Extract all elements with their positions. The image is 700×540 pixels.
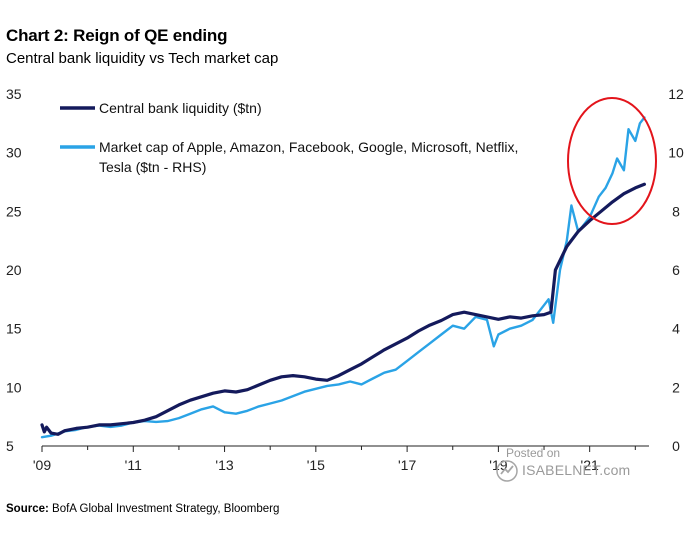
x-tick-label: '11 bbox=[125, 457, 142, 473]
y-right-tick-label: 2 bbox=[672, 379, 680, 395]
y-left-tick-label: 35 bbox=[6, 86, 22, 102]
x-tick-label: '17 bbox=[398, 457, 416, 473]
y-left-tick-label: 10 bbox=[6, 379, 22, 395]
x-tick-label: '15 bbox=[307, 457, 325, 473]
chart-title: Chart 2: Reign of QE ending bbox=[6, 26, 228, 45]
source-label: Source: bbox=[6, 503, 49, 515]
y-right-tick-label: 8 bbox=[672, 203, 680, 219]
y-right-tick-label: 4 bbox=[672, 321, 680, 337]
y-right-tick-label: 10 bbox=[668, 145, 684, 161]
y-right-tick-label: 0 bbox=[672, 438, 680, 454]
y-left-tick-label: 20 bbox=[6, 262, 22, 278]
watermark: Posted on ISABELNET.com bbox=[496, 446, 646, 486]
x-tick-label: '13 bbox=[215, 457, 233, 473]
source-text: BofA Global Investment Strategy, Bloombe… bbox=[52, 503, 280, 515]
legend-label-tech: Market cap of Apple, Amazon, Facebook, G… bbox=[99, 139, 522, 175]
series-line-central-bank-liquidity bbox=[40, 182, 646, 436]
chart-subtitle: Central bank liquidity vs Tech market ca… bbox=[6, 50, 279, 67]
y-right-tick-label: 12 bbox=[668, 86, 684, 102]
y-left-tick-label: 5 bbox=[6, 438, 14, 454]
isabelnet-logo-icon bbox=[496, 460, 518, 482]
highlight-circle bbox=[567, 97, 657, 225]
y-left-tick-label: 30 bbox=[6, 145, 22, 161]
y-right-tick-label: 6 bbox=[672, 262, 680, 278]
y-left-tick-label: 15 bbox=[6, 321, 22, 337]
legend-label-cb: Central bank liquidity ($tn) bbox=[99, 100, 262, 116]
watermark-line2: ISABELNET.com bbox=[522, 462, 631, 478]
x-tick-label: '21 bbox=[581, 457, 599, 473]
y-left-tick-label: 25 bbox=[6, 203, 22, 219]
watermark-line1: Posted on bbox=[506, 446, 561, 460]
x-tick-label: '09 bbox=[33, 457, 51, 473]
source-note: Source: BofA Global Investment Strategy,… bbox=[6, 503, 279, 515]
